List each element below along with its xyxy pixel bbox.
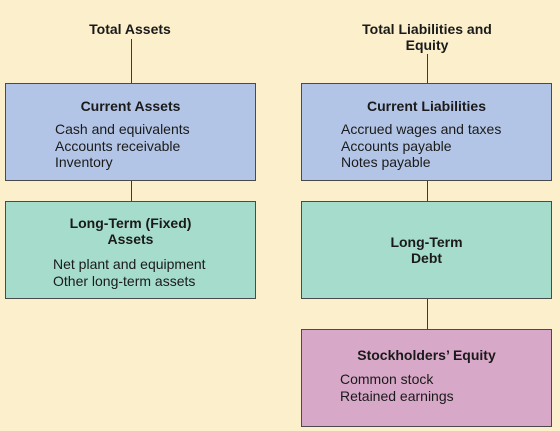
current-liabilities-item: Accrued wages and taxes bbox=[341, 121, 502, 137]
total-assets-heading: Total Assets bbox=[89, 21, 171, 37]
current-assets-box: Current Assets Cash and equivalents Acco… bbox=[5, 83, 256, 181]
current-assets-item: Inventory bbox=[55, 154, 113, 170]
fixed-assets-item: Other long-term assets bbox=[53, 272, 196, 289]
current-liabilities-box: Current Liabilities Accrued wages and ta… bbox=[301, 83, 552, 181]
assets-connector-middle bbox=[131, 181, 132, 201]
liabilities-connector-middle bbox=[427, 181, 428, 201]
stockholders-equity-box: Stockholders’ Equity Common stock Retain… bbox=[301, 329, 552, 427]
current-liabilities-item: Accounts payable bbox=[341, 137, 452, 154]
assets-connector-top bbox=[131, 39, 132, 83]
current-assets-title: Current Assets bbox=[80, 98, 181, 114]
fixed-assets-item: Net plant and equipment bbox=[53, 256, 206, 272]
current-liabilities-items: Accrued wages and taxes Accounts payable… bbox=[341, 121, 501, 171]
current-assets-items: Cash and equivalents Accounts receivable… bbox=[55, 121, 190, 171]
total-liabilities-equity-heading: Total Liabilities and Equity bbox=[362, 21, 492, 53]
current-assets-item: Accounts receivable bbox=[55, 137, 181, 154]
current-liabilities-title: Current Liabilities bbox=[366, 98, 487, 114]
stockholders-equity-item: Common stock bbox=[340, 371, 434, 387]
stockholders-equity-item: Retained earnings bbox=[340, 387, 454, 404]
fixed-assets-title: Long-Term (Fixed) Assets bbox=[69, 215, 192, 247]
long-term-debt-title: Long-Term Debt bbox=[390, 234, 463, 266]
stockholders-equity-items: Common stock Retained earnings bbox=[340, 371, 454, 404]
stockholders-equity-title: Stockholders’ Equity bbox=[357, 347, 496, 363]
current-liabilities-item: Notes payable bbox=[341, 154, 431, 170]
current-assets-item: Cash and equivalents bbox=[55, 121, 190, 137]
fixed-assets-items: Net plant and equipment Other long-term … bbox=[53, 256, 206, 289]
long-term-debt-box: Long-Term Debt bbox=[301, 201, 552, 299]
liabilities-connector-bottom bbox=[427, 299, 428, 329]
liabilities-connector-top bbox=[427, 54, 428, 83]
fixed-assets-box: Long-Term (Fixed) Assets Net plant and e… bbox=[5, 201, 256, 299]
